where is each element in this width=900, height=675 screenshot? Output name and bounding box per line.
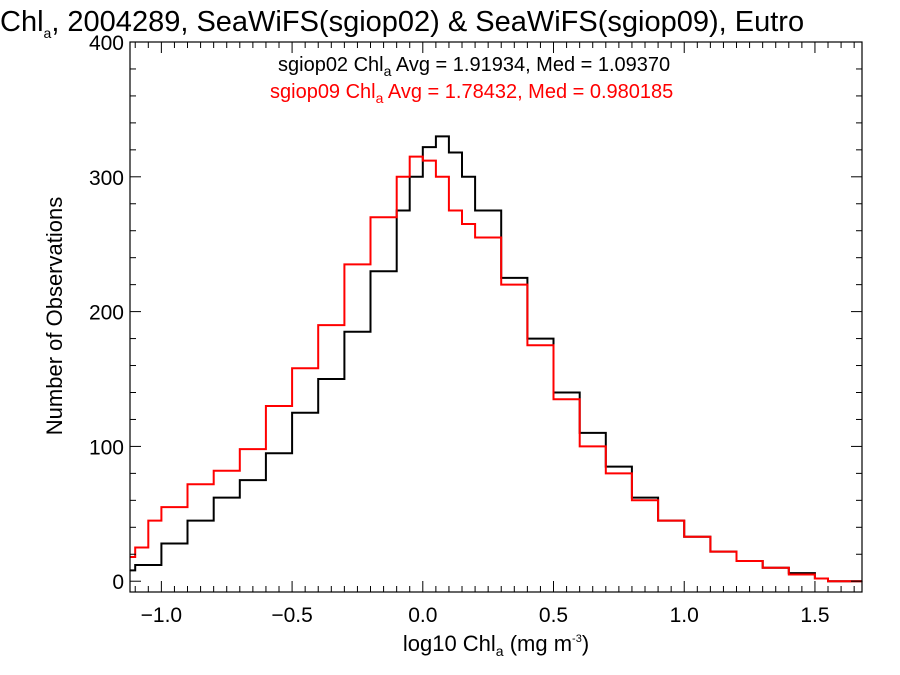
data-point-sgiop02-14: [435, 135, 437, 137]
data-point-sgiop09-17: [461, 223, 463, 225]
data-point-sgiop09-21: [552, 398, 555, 400]
x-tick-label: 1.5: [800, 604, 829, 627]
y-tick-label: 200: [89, 302, 124, 325]
data-point-sgiop09-29: [762, 567, 764, 569]
x-tick-label: 0.5: [539, 604, 568, 627]
legend-annotation-sgiop02: sgiop02 Chla Avg = 1.91934, Med = 1.0937…: [278, 54, 670, 79]
data-point-sgiop09-10: [343, 263, 345, 265]
data-point-sgiop02-17: [474, 209, 476, 212]
data-point-sgiop09-5: [213, 470, 215, 472]
y-tick-label: 400: [89, 32, 124, 55]
y-tick-label: 0: [112, 571, 124, 594]
data-point-sgiop02-8: [317, 378, 319, 380]
data-point-sgiop09-28: [735, 560, 738, 562]
data-point-sgiop02-7: [291, 412, 293, 414]
annotation-sgiop09-post: Avg = 1.78432, Med = 0.980185: [383, 81, 673, 103]
data-point-sgiop09-6: [239, 448, 241, 450]
annotation-sgiop09-pre: sgiop09 Chl: [270, 81, 376, 103]
xlabel-mid: (mg m: [504, 631, 572, 656]
data-point-sgiop09-7: [265, 405, 267, 407]
annotation-sgiop09-sub: a: [376, 90, 384, 106]
series-line-sgiop09: [130, 155, 862, 583]
data-point-sgiop09-20: [526, 344, 529, 346]
data-point-sgiop02-13: [422, 146, 424, 148]
data-point-sgiop09-24: [631, 499, 633, 501]
x-axis-label: log10 Chla (mg m-3): [403, 631, 589, 659]
data-point-sgiop02-16: [461, 176, 463, 178]
data-point-sgiop09-27: [709, 551, 712, 553]
x-tick-label: −0.5: [271, 604, 312, 627]
data-point-sgiop09-23: [605, 472, 607, 474]
data-point-sgiop02-5: [239, 479, 241, 481]
x-tick-label: −1.0: [141, 604, 182, 627]
x-tick-label: 1.0: [670, 604, 699, 627]
data-point-sgiop02-1: [134, 564, 136, 566]
data-point-sgiop02-3: [186, 520, 189, 522]
legend-annotation-sgiop09: sgiop09 Chla Avg = 1.78432, Med = 0.9801…: [270, 81, 673, 106]
y-tick-label: 100: [89, 436, 124, 459]
data-point-sgiop09-11: [369, 216, 372, 218]
series-line-sgiop02: [130, 135, 862, 583]
data-point-sgiop09-4: [186, 483, 189, 485]
data-point-sgiop09-25: [657, 520, 659, 522]
data-point-sgiop09-19: [500, 284, 502, 286]
data-point-sgiop09-9: [317, 324, 319, 326]
data-point-sgiop02-9: [343, 331, 345, 333]
data-point-sgiop09-13: [409, 156, 411, 158]
annotation-sgiop02-pre: sgiop02 Chl: [278, 54, 384, 76]
xlabel-subscript: a: [496, 643, 504, 659]
data-point-sgiop09-31: [814, 577, 816, 580]
data-point-sgiop09-3: [160, 506, 162, 508]
xlabel-post: ): [582, 631, 589, 656]
data-point-sgiop02-15: [448, 151, 450, 154]
data-point-sgiop09-22: [579, 445, 581, 447]
data-point-sgiop09-14: [422, 160, 424, 162]
data-point-sgiop02-10: [369, 270, 372, 272]
data-point-sgiop09-12: [396, 176, 398, 178]
data-point-sgiop09-8: [291, 367, 293, 369]
y-tick-label: 300: [89, 167, 124, 190]
data-point-sgiop09-1: [134, 546, 136, 549]
data-point-sgiop02-6: [265, 452, 267, 454]
plot-frame: [129, 41, 863, 593]
data-point-sgiop02-4: [213, 497, 215, 499]
data-point-sgiop09-15: [435, 176, 437, 178]
title-subscript: a: [44, 25, 52, 41]
data-point-sgiop09-30: [788, 573, 790, 576]
y-axis-label: Number of Observations: [42, 197, 67, 435]
title-rest: , 2004289, SeaWiFS(sgiop02) & SeaWiFS(sg…: [51, 6, 804, 38]
annotation-sgiop02-post: Avg = 1.91934, Med = 1.09370: [391, 54, 670, 76]
data-point-sgiop09-32: [827, 580, 829, 582]
xlabel-pre: log10 Chl: [403, 631, 496, 656]
data-point-sgiop09-18: [474, 236, 476, 239]
ticks-layer: −1.0 −0.5 0.0 0.5 1.0 1.5 0 100 200 300 400: [89, 32, 862, 627]
x-tick-label: 0.0: [408, 604, 437, 627]
series-layer: [129, 135, 863, 583]
title-main: Chl: [0, 6, 44, 38]
data-point-sgiop02-2: [160, 542, 162, 545]
data-point-sgiop09-26: [683, 536, 685, 538]
annotation-sgiop02-sub: a: [384, 63, 392, 79]
chart-title: Chla, 2004289, SeaWiFS(sgiop02) & SeaWiF…: [0, 6, 804, 41]
data-point-sgiop09-2: [147, 520, 149, 522]
xlabel-superscript: -3: [572, 633, 582, 645]
data-point-sgiop09-16: [448, 209, 450, 212]
